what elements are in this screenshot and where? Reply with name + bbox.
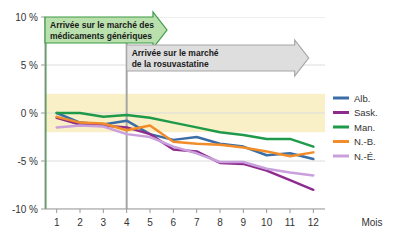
y-tick <box>41 161 45 162</box>
y-tick-label: 0 % <box>21 108 38 119</box>
legend-swatch <box>333 97 349 100</box>
legend-label: Man. <box>354 122 375 133</box>
legend-label: N.-É. <box>354 151 376 162</box>
x-tick-label: 11 <box>285 217 296 228</box>
chart: -10 %-5 %0 %5 %10 %123456789101112MoisAr… <box>0 0 395 249</box>
x-tick-label: 9 <box>241 217 247 228</box>
legend-swatch <box>333 126 349 129</box>
x-tick <box>150 209 151 213</box>
annotation-text: de la rosuvastatine <box>132 59 209 69</box>
annotation-arrow <box>45 12 167 48</box>
x-tick <box>220 209 221 213</box>
legend-label: N.-B. <box>354 136 376 147</box>
x-tick <box>313 209 314 213</box>
x-tick-label: 2 <box>77 217 83 228</box>
x-tick <box>243 209 244 213</box>
legend-swatch <box>333 155 349 158</box>
annotation-arrow <box>127 40 309 76</box>
x-axis-label: Mois <box>361 217 382 228</box>
x-tick <box>290 209 291 213</box>
legend-label: Sask. <box>354 107 378 118</box>
x-tick-label: 3 <box>101 217 107 228</box>
x-tick <box>56 209 57 213</box>
series-line <box>57 113 314 159</box>
y-tick <box>41 65 45 66</box>
x-tick <box>103 209 104 213</box>
x-tick-label: 5 <box>147 217 153 228</box>
y-tick <box>41 209 45 210</box>
annotation-text: Arrivée sur le marché <box>132 48 219 58</box>
x-tick-label: 12 <box>308 217 320 228</box>
x-tick-label: 7 <box>194 217 200 228</box>
legend-label: Alb. <box>354 93 370 104</box>
x-tick <box>196 209 197 213</box>
annotation-text: médicaments génériques <box>50 31 152 41</box>
plot-area <box>45 17 325 209</box>
y-tick-label: 10 % <box>15 12 38 23</box>
annotation-text: Arrivée sur le marché des <box>50 20 154 30</box>
x-tick-label: 10 <box>261 217 273 228</box>
x-axis <box>45 209 325 210</box>
legend-swatch <box>333 140 349 143</box>
x-tick <box>173 209 174 213</box>
annotation-line <box>45 17 47 209</box>
legend-swatch <box>333 111 349 114</box>
x-tick-label: 8 <box>217 217 223 228</box>
y-axis <box>45 17 46 209</box>
y-tick <box>41 113 45 114</box>
x-tick-label: 1 <box>54 217 60 228</box>
x-tick <box>126 209 127 213</box>
series-line <box>57 118 314 190</box>
y-tick-label: 5 % <box>21 60 38 71</box>
grid-line <box>45 209 325 210</box>
grid-line <box>45 161 325 162</box>
y-tick-label: -5 % <box>17 156 38 167</box>
x-tick-label: 6 <box>171 217 177 228</box>
x-tick-label: 4 <box>124 217 130 228</box>
series-line <box>57 125 314 175</box>
x-tick <box>80 209 81 213</box>
x-tick <box>266 209 267 213</box>
y-tick-label: -10 % <box>12 204 38 215</box>
